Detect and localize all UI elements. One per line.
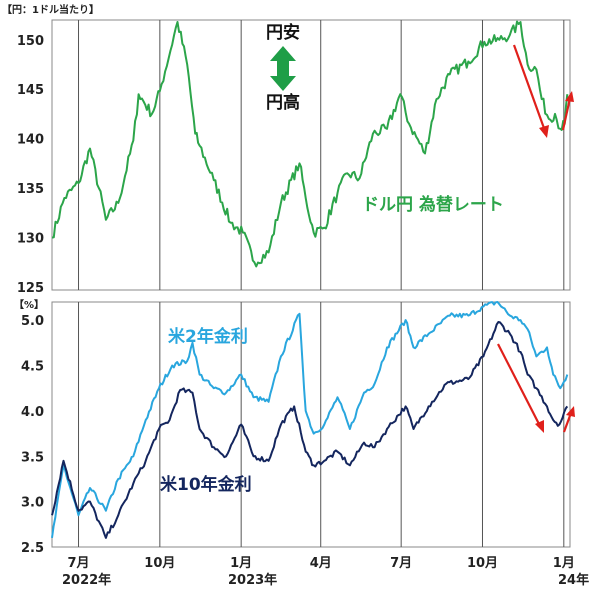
up-trend-arrow-icon	[561, 91, 574, 131]
y-tick-label: 140	[17, 133, 44, 148]
year-label-2024: 24年	[558, 572, 589, 588]
grid-lines	[78, 20, 565, 547]
top-panel-frame	[51, 19, 571, 291]
x-tick-labels: 7月 10月 1月 4月 7月 10月 1月	[67, 556, 574, 571]
usdjpy-series-label: ドル円 為替レート	[362, 194, 504, 215]
y-tick-label: 5.0	[21, 314, 44, 329]
down-trend-arrow-icon	[512, 44, 549, 138]
top-axis-unit: 【円：1ドル当たり】	[2, 3, 99, 16]
us2y-series-label: 米2年金利	[168, 326, 248, 347]
y-tick-label: 145	[17, 83, 44, 98]
bottom-panel-frame	[51, 301, 571, 548]
x-tick-label: 4月	[310, 556, 332, 571]
us2y-line	[51, 301, 569, 539]
year-label-2022: 2022年	[62, 572, 111, 588]
y-tick-label: 4.5	[21, 360, 44, 375]
series-lines	[51, 20, 569, 539]
y-tick-label: 135	[17, 182, 44, 197]
yen-weak-label: 円安	[266, 22, 300, 43]
usdjpy-panel	[51, 19, 571, 291]
y-tick-label: 3.5	[21, 450, 44, 465]
us10y-series-label: 米10年金利	[160, 474, 252, 495]
x-tick-label: 10月	[467, 556, 498, 571]
down-trend-arrow-icon	[497, 343, 544, 433]
x-tick-label: 7月	[67, 556, 89, 571]
year-label-2023: 2023年	[228, 572, 277, 588]
us10y-line	[51, 321, 569, 539]
x-tick-label: 10月	[144, 556, 175, 571]
yields-panel	[51, 301, 571, 548]
y-tick-label: 3.0	[21, 496, 44, 511]
bottom-axis-unit: 【%】	[14, 298, 44, 311]
y-tick-label: 125	[17, 281, 44, 296]
usdjpy-line	[51, 20, 569, 268]
y-tick-label: 150	[17, 34, 44, 49]
y-tick-labels: 125 130 135 140 145 150 2.5 3.0 3.5 4.0 4.5 5.0	[17, 34, 44, 556]
yen-strong-label: 円高	[266, 92, 300, 113]
double-arrow-icon	[270, 46, 296, 91]
y-tick-label: 2.5	[21, 541, 44, 556]
y-tick-label: 4.0	[21, 405, 44, 420]
x-tick-label: 1月	[230, 556, 252, 571]
x-tick-label: 7月	[390, 556, 412, 571]
y-tick-label: 130	[17, 232, 44, 247]
up-trend-arrow-icon	[562, 406, 575, 433]
x-tick-label: 1月	[553, 556, 575, 571]
